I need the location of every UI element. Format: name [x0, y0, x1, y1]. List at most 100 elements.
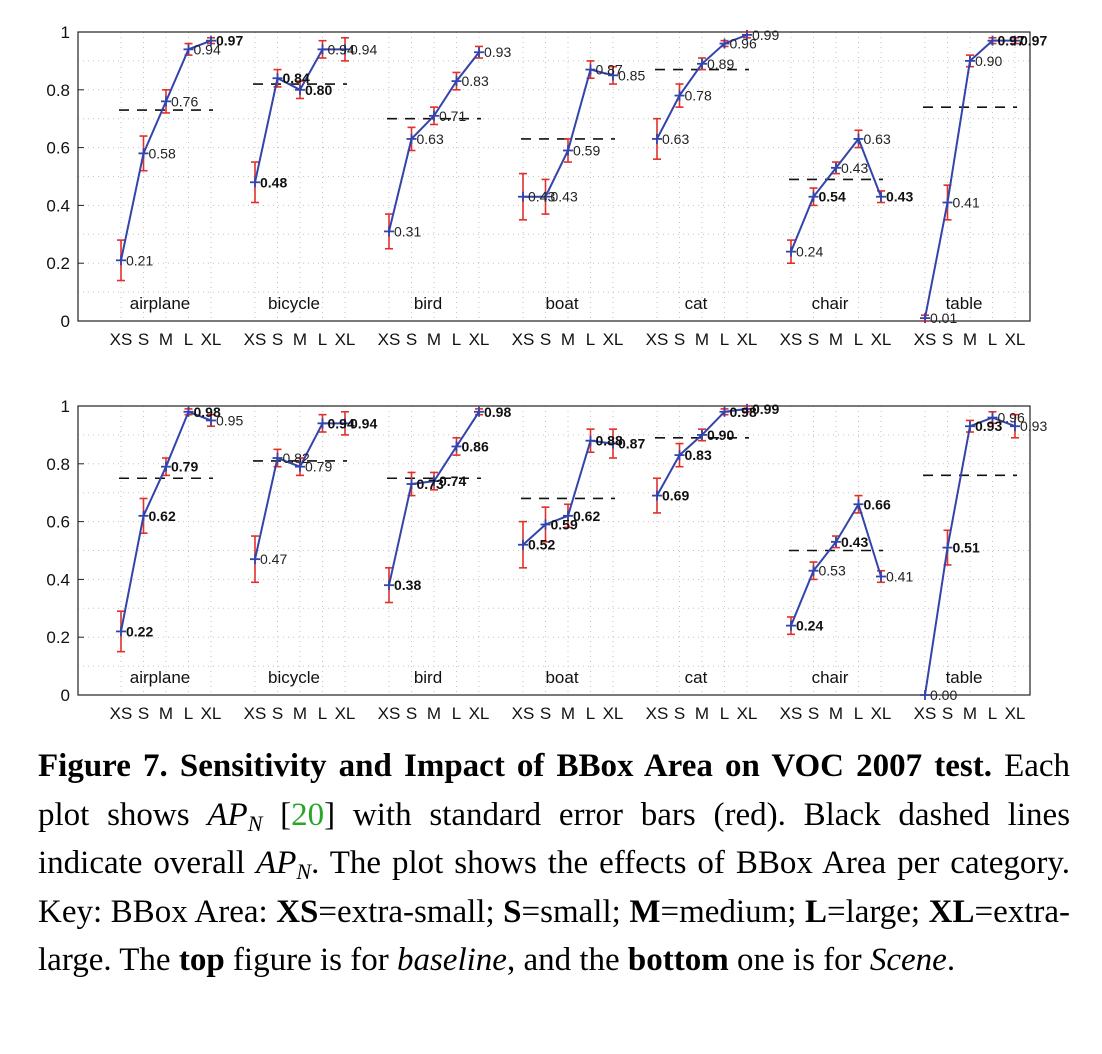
key-l-def: =large; — [826, 893, 921, 930]
group-boat: XS S M L XL 0.430.43 0.59 0.870.85 boat — [512, 60, 645, 349]
key-s: S — [503, 893, 522, 930]
data-label: 0.94 — [328, 415, 355, 431]
data-point — [853, 499, 864, 510]
data-point — [518, 191, 528, 202]
data-point — [451, 441, 462, 452]
data-label: 0.52 — [528, 537, 555, 553]
y-tick-label: 0 — [61, 312, 70, 331]
data-label: 0.85 — [618, 67, 645, 83]
data-label: 0.62 — [573, 508, 600, 524]
x-tick-label: L — [586, 704, 595, 723]
data-label: 0.98 — [194, 404, 221, 420]
data-label: 0.99 — [752, 401, 779, 417]
data-point — [876, 191, 886, 202]
data-label: 0.66 — [864, 496, 891, 512]
group-bird: XS S M L XL 0.31 0.63 0.71 0.83 0.93 bird — [378, 44, 512, 349]
data-label: 0.83 — [462, 73, 489, 89]
data-label: 0.93 — [1020, 418, 1047, 434]
data-label: 0.98 — [484, 404, 511, 420]
x-tick-label: XL — [603, 330, 624, 349]
category-label: cat — [685, 668, 708, 687]
data-label: 0.82 — [283, 450, 310, 466]
x-tick-label: S — [808, 704, 819, 723]
y-tick-label: 0.2 — [46, 628, 70, 647]
category-label: bird — [414, 294, 442, 313]
data-point — [116, 255, 126, 266]
data-point — [138, 148, 149, 159]
data-point — [674, 450, 685, 461]
caption-text-5: , and the — [506, 942, 620, 978]
category-label: table — [946, 668, 983, 687]
category-label: boat — [545, 294, 578, 313]
caption-text-2: with standard error bars (red). Black da… — [38, 796, 1071, 882]
y-tick-label: 0.6 — [46, 513, 70, 532]
data-point — [608, 70, 618, 81]
data-label: 0.93 — [975, 418, 1002, 434]
citation[interactable]: [20] — [280, 796, 336, 833]
x-tick-label: XS — [378, 704, 401, 723]
x-tick-label: XL — [201, 704, 222, 723]
data-point — [429, 110, 439, 121]
x-tick-label: L — [988, 704, 997, 723]
category-label: bicycle — [268, 668, 320, 687]
data-point — [451, 76, 462, 87]
x-tick-label: L — [184, 704, 193, 723]
x-tick-label: M — [829, 330, 843, 349]
data-label: 0.24 — [796, 618, 823, 634]
data-label: 0.48 — [260, 174, 287, 190]
data-label: 0.41 — [953, 195, 980, 211]
group-table: XS S M L XL 0.01 0.41 0.90 0.970.97 table — [914, 33, 1048, 349]
category-label: bicycle — [268, 294, 320, 313]
baseline-word: baseline — [396, 942, 507, 978]
data-point — [1010, 35, 1020, 46]
data-point — [340, 418, 350, 429]
x-tick-label: XS — [512, 704, 535, 723]
data-point — [786, 246, 796, 257]
data-point — [652, 490, 662, 501]
caption-text-3: . The plot shows the effects of BBox Are… — [38, 845, 1071, 930]
x-tick-label: M — [963, 704, 977, 723]
x-tick-label: XL — [201, 330, 222, 349]
data-point — [674, 90, 685, 101]
data-label: 0.95 — [216, 412, 243, 428]
math-ap-n: APN — [207, 796, 263, 836]
top-word: top — [178, 942, 225, 978]
y-tick-label: 0.8 — [46, 455, 70, 474]
group-cat: XS S M L XL 0.69 0.83 0.90 0.980.99 cat — [646, 401, 780, 723]
data-point — [942, 197, 953, 208]
x-tick-label: M — [293, 704, 307, 723]
key-s-def: =small; — [521, 893, 621, 930]
data-point — [540, 519, 551, 530]
data-label: 0.96 — [998, 410, 1025, 426]
x-tick-label: XS — [378, 330, 401, 349]
data-point — [920, 313, 930, 324]
x-tick-label: S — [674, 704, 685, 723]
group-table: XS S M L XL 0.00 0.51 0.930.960.93 table — [914, 410, 1048, 723]
group-airplane: XS S M L XL 0.21 0.58 0.76 0.940.97 airplane — [110, 33, 244, 349]
data-point — [585, 64, 596, 75]
data-point — [987, 412, 998, 423]
data-label: 0.38 — [394, 577, 421, 593]
data-point — [808, 191, 819, 202]
category-label: cat — [685, 294, 708, 313]
data-point — [942, 542, 953, 553]
data-label: 0.90 — [975, 53, 1002, 69]
x-tick-label: S — [942, 330, 953, 349]
data-label: 0.94 — [350, 41, 377, 57]
y-tick-label: 0.2 — [46, 254, 70, 273]
x-tick-label: S — [942, 704, 953, 723]
category-label: boat — [545, 668, 578, 687]
data-point — [206, 35, 216, 46]
data-point — [161, 96, 171, 107]
category-label: table — [946, 294, 983, 313]
data-point — [987, 35, 998, 46]
scene-word: Scene — [869, 942, 947, 978]
x-tick-label: L — [720, 330, 729, 349]
x-tick-label: XL — [1005, 704, 1026, 723]
x-tick-label: S — [272, 330, 283, 349]
plot-frame — [77, 405, 1031, 696]
data-label: 0.97 — [216, 33, 243, 49]
category-label: chair — [812, 294, 849, 313]
data-point — [808, 565, 819, 576]
